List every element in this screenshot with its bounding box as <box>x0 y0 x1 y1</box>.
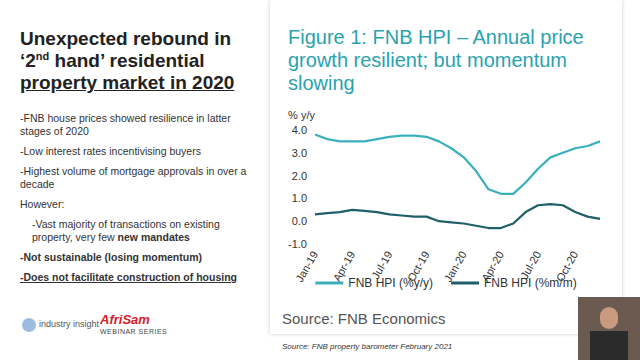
svg-text:2.0: 2.0 <box>292 170 307 182</box>
svg-text:FNB HPI (%m/m): FNB HPI (%m/m) <box>484 276 577 290</box>
svg-text:3.0: 3.0 <box>292 147 307 159</box>
svg-text:-1.0: -1.0 <box>288 238 307 250</box>
html-text:Figure 1: FNB HPI – Annual pri: Figure 1: FNB HPI – Annual price growth … <box>288 26 584 94</box>
html-text:-Not sustainable (losing momen: -Not sustainable (losing momentum) <box>20 251 202 263</box>
svg-text:0.0: 0.0 <box>292 215 307 227</box>
html-text:WEBINAR SERIES: WEBINAR SERIES <box>100 328 168 335</box>
svg-text:Jan-19: Jan-19 <box>293 249 320 284</box>
svg-text:Apr-20: Apr-20 <box>479 249 507 284</box>
svg-text:Source: FNB Economics: Source: FNB Economics <box>282 310 445 327</box>
html-text:However:: However: <box>20 198 65 210</box>
svg-text:Oct-19: Oct-19 <box>404 249 432 284</box>
html-text:property market in 2020: property market in 2020 <box>20 72 235 93</box>
html-text:-Vast majority of transactions: -Vast majority of transactions on existi… <box>32 218 220 243</box>
html-text:-Highest volume of mortgage ap: -Highest volume of mortgage approvals in… <box>20 165 247 190</box>
svg-text:Jul-20: Jul-20 <box>517 249 544 281</box>
html-text:Source: FNB property barometer: Source: FNB property barometer February … <box>282 342 453 351</box>
svg-text:4.0: 4.0 <box>292 124 307 136</box>
html-text:-FNB house prices showed resil: -FNB house prices showed resilience in l… <box>20 112 231 137</box>
svg-text:Jul-19: Jul-19 <box>369 249 395 281</box>
html-text:industry insightAfriSam: industry insightAfriSam <box>39 312 150 330</box>
svg-text:FNB HPI (%y/y): FNB HPI (%y/y) <box>348 276 433 290</box>
html-text:-Does not facilitate construct: -Does not facilitate construction of hou… <box>20 271 237 283</box>
html-text:-Low interest rates incentivis: -Low interest rates incentivising buyers <box>20 145 201 157</box>
svg-text:1.0: 1.0 <box>292 192 307 204</box>
html-text:Unexpected rebound in ‘2ndhand: Unexpected rebound in ‘2ndhand’ resident… <box>20 28 232 71</box>
svg-text:Apr-19: Apr-19 <box>330 249 358 284</box>
svg-text:Jan-20: Jan-20 <box>442 249 469 284</box>
svg-text:% y/y: % y/y <box>288 109 315 121</box>
svg-text:Oct-20: Oct-20 <box>553 249 581 284</box>
